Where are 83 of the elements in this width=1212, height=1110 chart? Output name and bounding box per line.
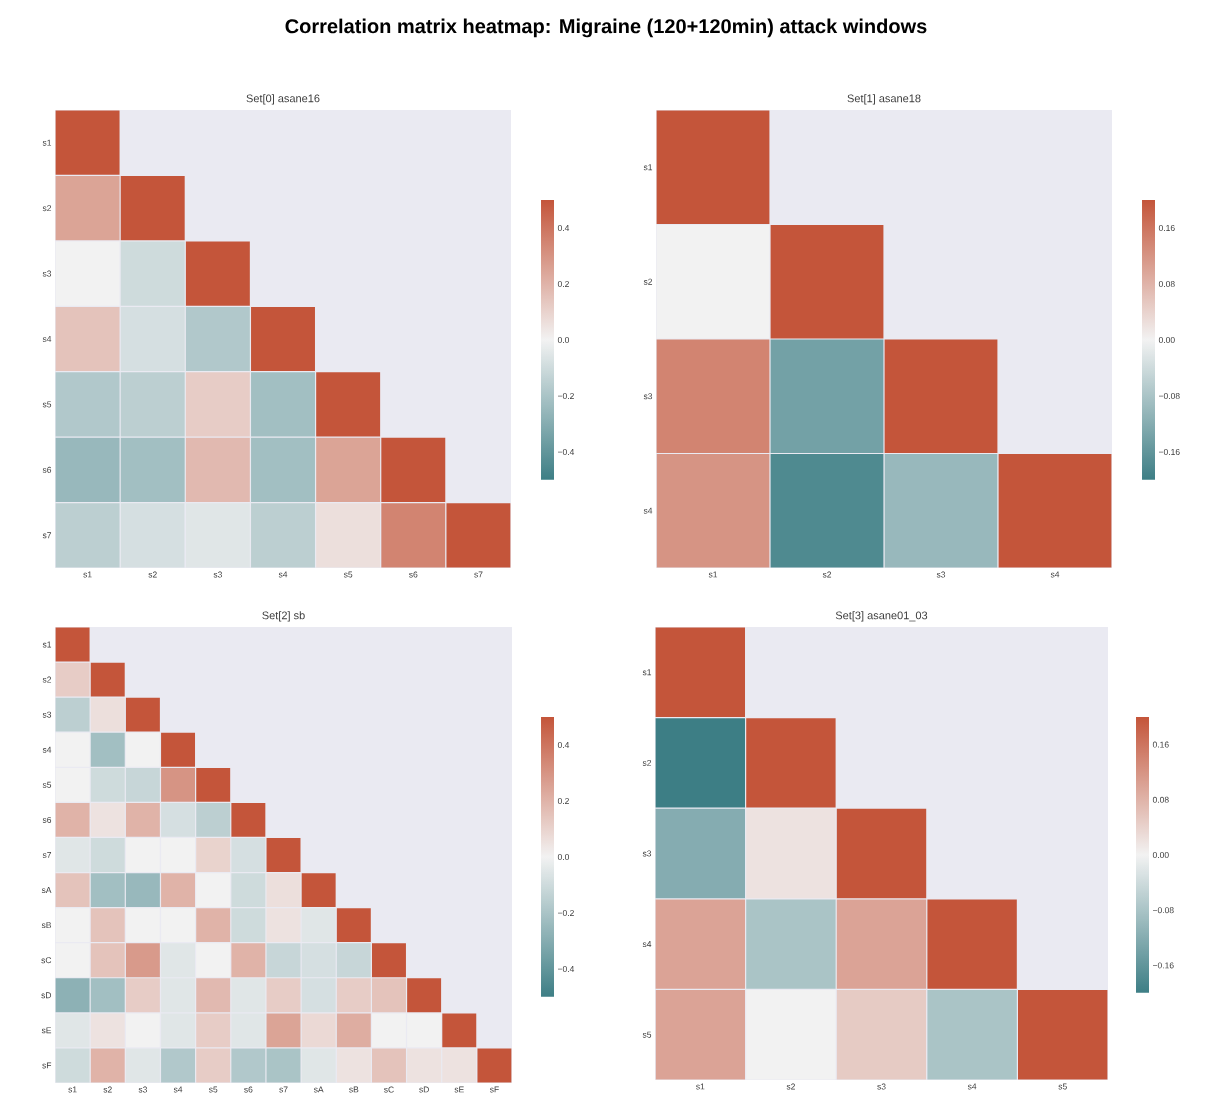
y-tick-label: s6 [42,466,52,473]
color-bar-label: 0.0 [557,336,570,343]
x-tick-label: s1 [83,571,92,578]
y-tick-label: s2 [643,278,653,285]
y-tick-label: s1 [643,164,653,171]
y-tick-label: s2 [642,759,652,766]
x-tick-label: s3 [138,1086,148,1093]
y-tick-label: sD [41,992,52,999]
x-tick-label: sB [349,1086,359,1093]
color-bar-label: −0.4 [557,965,575,972]
y-tick-label: sC [41,957,52,964]
y-tick-label: sA [41,887,52,894]
x-tick-label: s2 [148,571,157,578]
text: Correlation matrix heatmap: Migraine (120+120min) attack windows [285,18,927,38]
color-bar-label: 0.08 [1152,796,1169,803]
color-bar-label: −0.08 [1158,392,1180,399]
x-tick-label: s5 [208,1086,218,1093]
x-tick-label: sD [419,1086,429,1093]
x-tick-label: s4 [278,571,288,578]
color-bar-label: −0.4 [557,448,575,455]
y-tick-label: s6 [42,816,52,823]
color-bar-label: 0.00 [1152,851,1169,858]
y-tick-label: s5 [642,1031,652,1038]
chart-title: Set[1] asane18 [847,94,921,105]
y-tick-label: s4 [42,746,52,753]
color-bar-label: 0.16 [1152,741,1169,748]
x-tick-label: s2 [786,1083,795,1090]
x-tick-label: s4 [1050,571,1060,578]
y-tick-label: s3 [643,393,653,400]
y-tick-label: s3 [642,850,652,857]
x-tick-label: s3 [936,571,946,578]
x-tick-label: s3 [877,1083,886,1090]
color-bar-label: −0.16 [1152,962,1174,969]
y-tick-label: s3 [42,711,52,718]
color-bar-label: −0.2 [557,909,574,916]
x-tick-label: s6 [244,1086,253,1093]
x-tick-label: s7 [474,571,483,578]
x-tick-label: s2 [822,571,832,578]
x-tick-label: sA [313,1086,324,1093]
chart-title: Set[2] sb [262,611,305,622]
y-tick-label: s1 [642,669,652,676]
y-tick-label: sF [42,1062,52,1069]
y-tick-label: s3 [42,270,52,277]
x-tick-label: s1 [68,1086,77,1093]
x-tick-label: s5 [1058,1083,1067,1090]
y-tick-label: sB [41,922,52,929]
color-bar-label: 0.00 [1158,336,1175,343]
y-tick-label: s4 [642,941,652,948]
color-bar-label: −0.2 [557,392,574,399]
y-tick-label: s1 [42,139,52,146]
x-tick-label: s1 [708,571,718,578]
color-bar-label: 0.2 [557,797,569,804]
chart-title: Set[3] asane01_03 [835,611,928,622]
y-tick-label: s5 [42,781,52,788]
color-bar-label: 0.4 [557,224,570,231]
x-tick-label: s2 [103,1086,112,1093]
x-tick-label: sE [454,1086,464,1093]
x-tick-label: s6 [409,571,418,578]
color-bar-label: −0.16 [1158,448,1180,455]
y-tick-label: s4 [42,336,52,342]
chart-title: Set[0] asane16 [246,94,320,105]
y-tick-label: sE [41,1027,52,1034]
y-tick-label: s7 [42,532,52,539]
x-tick-label: s1 [696,1083,705,1090]
x-tick-label: s7 [279,1086,288,1093]
y-tick-label: s4 [643,507,653,514]
y-tick-label: s7 [42,852,52,858]
color-bar-label: 0.4 [557,741,570,748]
y-tick-label: s2 [42,205,52,212]
x-tick-label: s3 [213,571,222,578]
x-tick-label: s4 [173,1086,183,1093]
color-bar-label: 0.16 [1158,224,1175,231]
color-bar-label: 0.0 [557,853,570,860]
x-tick-label: sF [489,1086,499,1093]
y-tick-label: s2 [42,676,52,683]
x-tick-label: sC [384,1086,394,1093]
y-tick-label: s5 [42,401,52,408]
color-bar-label: 0.08 [1158,280,1175,287]
x-tick-label: s5 [343,571,353,578]
y-tick-label: s1 [42,641,52,648]
x-tick-label: s4 [967,1083,977,1090]
color-bar-label: −0.08 [1152,907,1174,914]
color-bar-label: 0.2 [557,280,569,287]
